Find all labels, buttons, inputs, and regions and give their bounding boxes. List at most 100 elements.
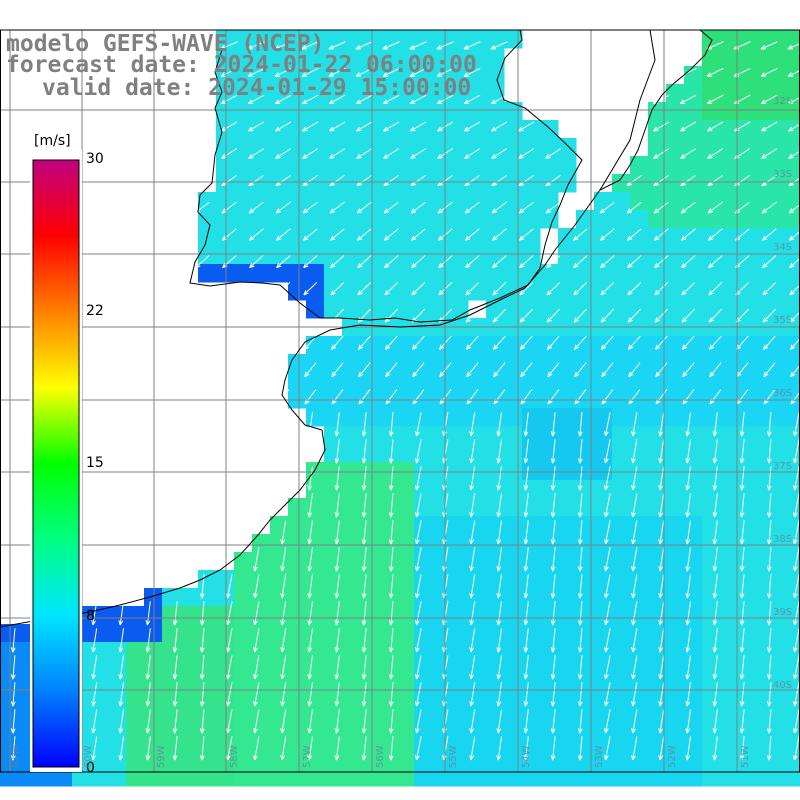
wind-cell (522, 444, 541, 463)
wind-cell (612, 498, 631, 517)
wind-cell (504, 174, 523, 193)
wind-arrow (253, 547, 260, 572)
wind-cell (306, 84, 325, 103)
wind-cell (288, 390, 307, 409)
wind-cell (756, 426, 775, 445)
wind-cell (558, 570, 577, 589)
wind-cell (612, 480, 631, 499)
wind-cell (396, 246, 415, 265)
wind-arrow (760, 41, 778, 50)
wind-cell (216, 102, 235, 121)
wind-arrow (334, 493, 340, 518)
wind-cell (468, 48, 487, 67)
wind-cell (342, 696, 361, 715)
wind-arrow (685, 736, 691, 761)
wind-cell (360, 192, 379, 211)
wind-arrow (194, 201, 210, 214)
wind-arrow (523, 736, 529, 761)
wind-cell (450, 174, 469, 193)
wind-cell (774, 228, 793, 247)
wind-cell (252, 30, 271, 49)
wind-cell (378, 228, 397, 247)
wind-cell (306, 696, 325, 715)
wind-cell (774, 408, 793, 427)
wind-cell (378, 282, 397, 301)
wind-cell (702, 606, 721, 625)
wind-arrow (739, 493, 745, 518)
wind-arrow (329, 121, 346, 132)
wind-cell (792, 354, 800, 373)
wind-arrow (172, 709, 178, 734)
wind-cell (396, 408, 415, 427)
wind-cell (360, 426, 379, 445)
wind-cell (666, 246, 685, 265)
wind-cell (288, 48, 307, 67)
wind-arrow (249, 255, 264, 269)
wind-cell (648, 210, 667, 229)
wind-arrow (414, 493, 422, 518)
wind-cell (378, 30, 397, 49)
wind-arrow (550, 466, 556, 491)
wind-arrow (307, 574, 313, 599)
wind-cell (432, 30, 451, 49)
wind-arrow (118, 655, 124, 680)
wind-cell (612, 408, 631, 427)
wind-cell (252, 678, 271, 697)
wind-arrow (491, 201, 507, 214)
wind-arrow (469, 493, 476, 518)
wind-cell (432, 696, 451, 715)
wind-arrow (712, 736, 718, 761)
wind-arrow (328, 94, 346, 105)
wind-cell (414, 462, 433, 481)
wind-arrow (550, 709, 556, 734)
wind-arrow (712, 493, 718, 518)
wind-cell (126, 624, 145, 643)
wind-cell (738, 390, 757, 409)
wind-cell (126, 606, 145, 625)
wind-cell (378, 588, 397, 607)
wind-arrow (199, 736, 205, 761)
wind-cell (360, 228, 379, 247)
wind-cell (774, 336, 793, 355)
wind-arrow (145, 601, 151, 626)
wind-cell (432, 84, 451, 103)
wind-cell (720, 84, 739, 103)
wind-cell (540, 696, 559, 715)
wind-arrow (172, 628, 178, 653)
wind-cell (414, 138, 433, 157)
wind-cell (396, 480, 415, 499)
wind-arrow (685, 574, 691, 599)
wind-cell (630, 444, 649, 463)
wind-cell (414, 768, 433, 787)
wind-cell (486, 228, 505, 247)
wind-cell (558, 660, 577, 679)
longitude-label: 58W (229, 745, 240, 768)
wind-arrow (388, 412, 394, 437)
wind-cell (378, 408, 397, 427)
wind-cell (216, 588, 235, 607)
wind-cell (360, 372, 379, 391)
wind-cell (252, 138, 271, 157)
wind-cell (108, 750, 127, 769)
latitude-label: 40S (773, 680, 793, 691)
wind-arrow (658, 574, 665, 599)
wind-cell (306, 192, 325, 211)
wind-arrow (145, 682, 151, 707)
wind-cell (792, 642, 800, 661)
wind-cell (720, 336, 739, 355)
wind-cell (180, 714, 199, 733)
wind-cell (738, 642, 757, 661)
wind-cell (792, 210, 800, 229)
wind-cell (414, 732, 433, 751)
wind-cell (648, 264, 667, 283)
wind-cell (360, 696, 379, 715)
wind-arrow (491, 148, 508, 159)
wind-arrow (307, 466, 313, 491)
wind-arrow (631, 655, 638, 680)
wind-cell (378, 48, 397, 67)
wind-arrow (357, 308, 371, 323)
wind-cell (0, 714, 19, 733)
wind-arrow (682, 362, 695, 378)
wind-cell (486, 264, 505, 283)
wind-cell (666, 588, 685, 607)
